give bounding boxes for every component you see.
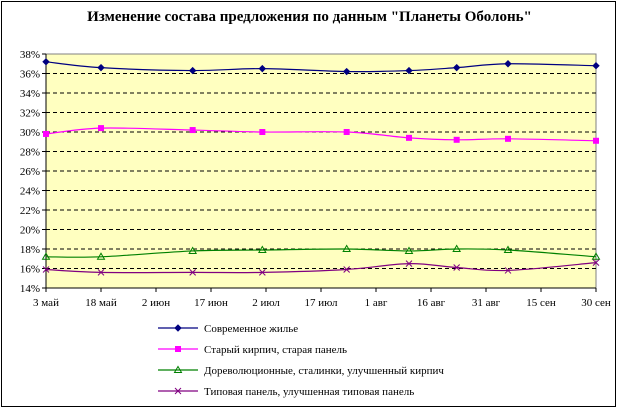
data-point-series-2 [43, 130, 49, 137]
data-point-series-2 [259, 129, 266, 135]
y-tick-label: 38% [20, 49, 40, 61]
data-point-series-4 [258, 269, 266, 276]
x-tick-label: 1 авг [365, 297, 388, 309]
data-point-series-1 [342, 67, 351, 76]
y-tick-label: 14% [20, 283, 40, 295]
y-tick-label: 30% [20, 127, 40, 139]
data-point-series-4 [189, 269, 197, 276]
series-line-4 [45, 262, 597, 274]
data-point-series-1 [452, 63, 461, 72]
legend-label-2: Старый кирпич, старая панель [204, 344, 347, 356]
data-point-series-1 [258, 64, 267, 73]
y-tick-label: 18% [20, 244, 40, 256]
data-point-series-4 [42, 266, 50, 273]
data-point-series-3 [188, 246, 198, 254]
data-point-series-4-stroke [405, 260, 413, 267]
series-line-2 [45, 127, 597, 142]
data-point-series-1 [504, 60, 512, 68]
y-tick-label: 16% [20, 264, 40, 276]
y-tick-label: 24% [20, 186, 40, 198]
data-point-series-2 [189, 127, 196, 134]
data-point-series-4-stroke [453, 264, 461, 271]
y-tick-label: 32% [20, 108, 40, 120]
data-point-series-4-stroke [592, 259, 600, 267]
x-tick-label: 31 авг [472, 297, 501, 309]
y-tick-label: 28% [20, 147, 40, 159]
x-tick-label: 15 сен [526, 297, 556, 309]
data-point-series-3 [452, 244, 462, 252]
data-point-series-1 [592, 61, 600, 70]
data-point-series-1 [97, 63, 105, 72]
data-point-series-3 [257, 245, 267, 253]
series-line-1 [45, 61, 597, 73]
data-point-series-4-stroke [504, 267, 512, 274]
y-tick-label: 34% [20, 88, 40, 100]
x-tick-label: 30 сен [581, 297, 611, 309]
data-point-series-4-stroke [258, 269, 266, 276]
data-point-series-3 [41, 252, 51, 260]
x-tick-label: 17 июн [194, 297, 228, 309]
data-point-series-2 [593, 137, 599, 144]
legend-marker-4 [174, 387, 182, 395]
data-point-series-1 [188, 66, 197, 75]
legend-label-1: Современное жилье [204, 323, 298, 335]
data-point-series-4 [343, 266, 351, 273]
data-point-series-2 [453, 136, 460, 143]
x-tick-label: 2 июл [252, 297, 280, 309]
y-tick-label: 22% [20, 205, 40, 217]
x-tick-label: 2 июн [142, 297, 170, 309]
data-point-series-4 [97, 269, 105, 276]
data-point-series-2 [343, 129, 350, 135]
data-point-series-3 [591, 252, 601, 260]
legend-marker-1 [174, 324, 182, 332]
data-point-series-1 [405, 66, 413, 75]
data-point-series-4 [592, 259, 600, 267]
legend-marker-3 [173, 365, 183, 373]
y-tick-label: 36% [20, 69, 40, 81]
data-point-series-3 [503, 245, 513, 253]
data-point-series-4-stroke [97, 269, 105, 276]
data-point-series-4 [405, 260, 413, 267]
legend-marker-4-stroke [174, 387, 182, 395]
data-point-series-4-stroke [343, 266, 351, 273]
legend-marker-2 [175, 346, 181, 352]
data-point-series-4 [453, 264, 461, 271]
data-point-series-2 [505, 135, 511, 142]
legend-label-4: Типовая панель, улучшенная типовая панел… [204, 386, 414, 398]
data-point-series-3 [342, 244, 352, 252]
data-point-series-1 [42, 58, 50, 66]
y-tick-label: 20% [20, 225, 40, 237]
series-line-3 [45, 248, 597, 258]
data-point-series-3 [96, 252, 106, 260]
data-point-series-3 [404, 246, 414, 254]
x-tick-label: 18 май [85, 297, 117, 309]
data-point-series-4-stroke [189, 269, 197, 276]
x-tick-label: 16 авг [417, 297, 446, 309]
legend-label-3: Дореволюционные, сталинки, улучшенный ки… [204, 365, 444, 377]
y-tick-label: 26% [20, 166, 40, 178]
data-point-series-4-stroke [42, 266, 50, 273]
x-tick-label: 17 июл [304, 297, 338, 309]
chart-title: Изменение состава предложения по данным … [87, 9, 532, 25]
x-tick-label: 3 май [33, 297, 59, 309]
data-point-series-2 [406, 134, 412, 141]
data-point-series-2 [98, 125, 104, 132]
data-point-series-4 [504, 267, 512, 274]
